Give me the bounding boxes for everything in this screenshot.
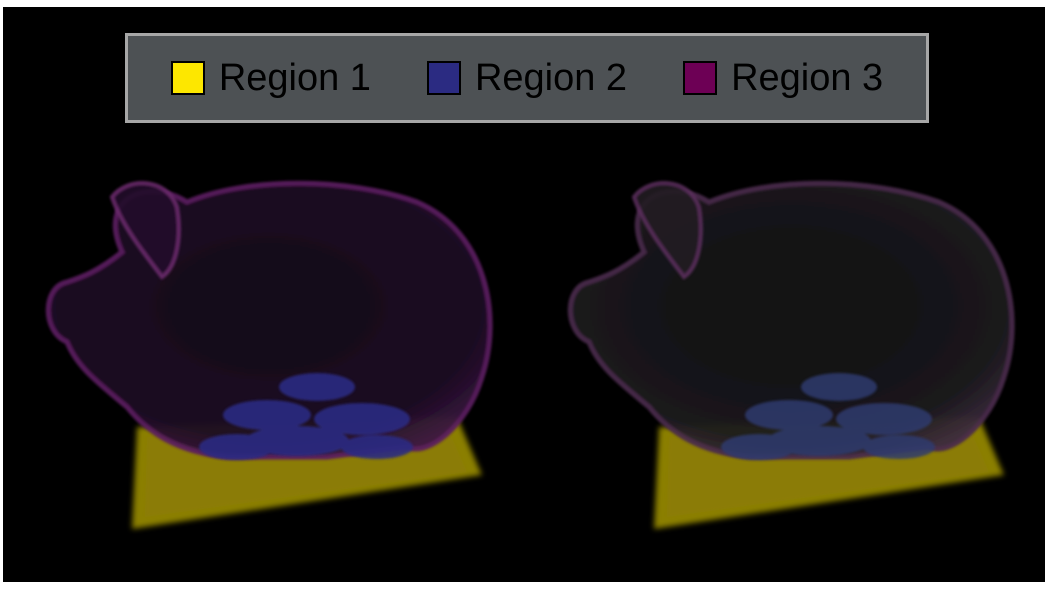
legend-item-region-3: Region 3	[683, 59, 883, 97]
legend-item-region-1: Region 1	[170, 57, 371, 99]
region-3-body	[45, 180, 493, 460]
legend-label-region-1: Region 1	[218, 57, 371, 99]
legend-label-region-3: Region 3	[731, 57, 884, 99]
region-2-coins	[721, 373, 935, 460]
piggy-bank-render-right	[567, 180, 1015, 529]
legend-box: Region 1 Region 2 Region 3	[125, 33, 929, 123]
volume-render-scene: Region 1 Region 2 Region 3	[3, 7, 1045, 582]
legend-swatch-region-1	[170, 61, 205, 95]
legend-item-region-2: Region 2	[426, 57, 628, 99]
region-2-coins	[199, 373, 413, 460]
region-3-body	[567, 180, 1015, 460]
legend-swatch-region-2	[426, 61, 461, 95]
legend-label-region-2: Region 2	[474, 57, 628, 99]
piggy-bank-render-left	[45, 180, 493, 529]
legend-swatch-region-3	[683, 61, 718, 95]
